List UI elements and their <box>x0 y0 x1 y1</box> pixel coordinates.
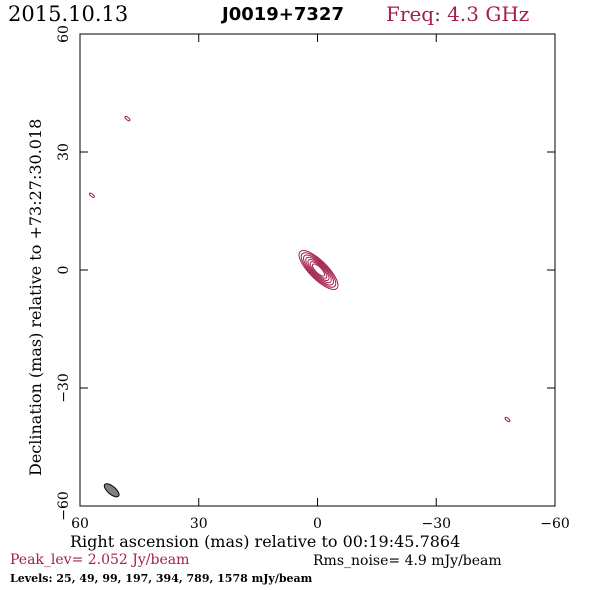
y-tick-label: 0 <box>56 266 72 275</box>
contour-layer <box>88 115 511 498</box>
contour-ring <box>309 261 328 279</box>
contour-ring <box>303 254 334 286</box>
x-tick-label: 0 <box>313 516 322 532</box>
y-tick-label: 60 <box>56 25 72 43</box>
axis-ticks: 60 30 0 −30 −60 −60 −30 0 30 60 <box>56 25 570 532</box>
x-tick-label: −60 <box>540 516 570 532</box>
contour-ring <box>305 256 332 284</box>
contour-ring <box>300 252 337 288</box>
plot-frame <box>79 33 556 507</box>
x-tick-label: −30 <box>421 516 451 532</box>
x-tick-label: 60 <box>71 516 89 532</box>
frequency-label: Freq: 4.3 GHz <box>386 2 530 26</box>
contour-levels: Levels: 25, 49, 99, 197, 394, 789, 1578 … <box>10 572 313 585</box>
y-tick-label: 30 <box>56 143 72 161</box>
observation-date: 2015.10.13 <box>8 2 129 26</box>
contour-ring <box>307 258 330 282</box>
contour-ring <box>298 250 339 290</box>
source-name: J0019+7327 <box>222 4 344 25</box>
isolated-contour <box>124 115 131 122</box>
isolated-contour <box>88 192 95 198</box>
contour-ring <box>311 263 326 277</box>
isolated-contour <box>504 416 511 423</box>
peak-level: Peak_lev= 2.052 Jy/beam <box>10 552 190 568</box>
y-axis-label: Declination (mas) relative to +73:27:30.… <box>26 119 45 476</box>
rms-noise: Rms_noise= 4.9 mJy/beam <box>313 553 502 569</box>
x-axis-label: Right ascension (mas) relative to 00:19:… <box>70 532 461 551</box>
x-tick-label: 30 <box>190 516 208 532</box>
beam-ellipse <box>103 483 120 498</box>
y-tick-label: −30 <box>56 373 72 403</box>
y-tick-label: −60 <box>56 491 72 521</box>
